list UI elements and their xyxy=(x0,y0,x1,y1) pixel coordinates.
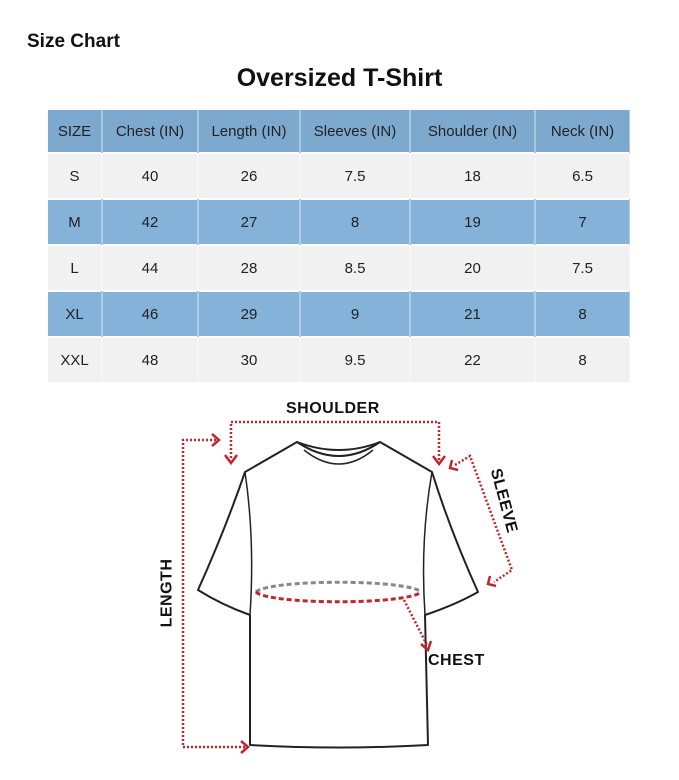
arrow-icon xyxy=(486,575,497,588)
column-header: Chest (IN) xyxy=(102,110,199,153)
table-cell: S xyxy=(48,152,103,199)
table-cell: 7.5 xyxy=(535,244,631,291)
table-cell: 19 xyxy=(410,198,536,245)
table-cell: 46 xyxy=(102,290,199,337)
table-cell: 8 xyxy=(535,290,631,337)
column-header: SIZE xyxy=(48,110,103,153)
table-cell: 20 xyxy=(410,244,536,291)
arrow-icon xyxy=(420,640,433,653)
arrowheads xyxy=(211,433,497,754)
column-header: Neck (IN) xyxy=(535,110,631,153)
table-header-row: SIZE Chest (IN) Length (IN) Sleeves (IN)… xyxy=(48,110,631,153)
length-label: LENGTH xyxy=(158,558,176,628)
table-cell: 48 xyxy=(102,336,199,382)
chest-ellipse xyxy=(254,580,423,604)
table-cell: 8.5 xyxy=(300,244,411,291)
table-cell: 27 xyxy=(198,198,301,245)
table-cell: 29 xyxy=(198,290,301,337)
table-cell: 9 xyxy=(300,290,411,337)
table-row: L 44 28 8.5 20 7.5 xyxy=(48,244,631,291)
column-header: Sleeves (IN) xyxy=(300,110,411,153)
table-row: M 42 27 8 19 7 xyxy=(48,198,631,245)
table-row: XL 46 29 9 21 8 xyxy=(48,290,631,337)
tshirt-outline xyxy=(197,441,479,749)
shoulder-label: SHOULDER xyxy=(286,400,380,417)
table-cell: XL xyxy=(48,290,103,337)
table-cell: 8 xyxy=(300,198,411,245)
table-cell: 21 xyxy=(410,290,536,337)
table-cell: 6.5 xyxy=(535,152,631,199)
table-cell: 30 xyxy=(198,336,301,382)
chest-measure-line xyxy=(402,599,429,646)
table-cell: 44 xyxy=(102,244,199,291)
size-chart-label: Size Chart xyxy=(27,31,120,52)
table-cell: L xyxy=(48,244,103,291)
table-cell: 42 xyxy=(102,198,199,245)
table-cell: 28 xyxy=(198,244,301,291)
table-row: XXL 48 30 9.5 22 8 xyxy=(48,336,631,382)
table-cell: 9.5 xyxy=(300,336,411,382)
column-header: Length (IN) xyxy=(198,110,301,153)
table-cell: 8 xyxy=(535,336,631,382)
sleeve-measure-line xyxy=(454,454,514,584)
length-measure-line xyxy=(181,438,245,749)
table-cell: M xyxy=(48,198,103,245)
product-title: Oversized T-Shirt xyxy=(236,64,443,92)
table-cell: XXL xyxy=(48,336,103,382)
table-cell: 40 xyxy=(102,152,199,199)
table-cell: 7 xyxy=(535,198,631,245)
arrow-icon xyxy=(224,454,238,466)
arrow-icon xyxy=(432,455,446,467)
size-table: SIZE Chest (IN) Length (IN) Sleeves (IN)… xyxy=(48,110,631,382)
arrow-icon xyxy=(240,740,250,754)
table-cell: 7.5 xyxy=(300,152,411,199)
table-row: S 40 26 7.5 18 6.5 xyxy=(48,152,631,199)
shoulder-measure-line xyxy=(229,420,441,462)
arrow-icon xyxy=(211,433,221,447)
table-cell: 26 xyxy=(198,152,301,199)
arrow-icon xyxy=(448,459,459,472)
table-cell: 18 xyxy=(410,152,536,199)
chest-label: CHEST xyxy=(428,652,485,669)
column-header: Shoulder (IN) xyxy=(410,110,536,153)
table-cell: 22 xyxy=(410,336,536,382)
